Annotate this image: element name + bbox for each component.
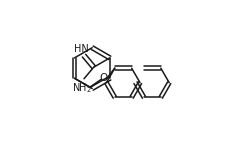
Text: NH$_2$: NH$_2$ — [72, 81, 92, 95]
Text: HN: HN — [74, 43, 89, 53]
Text: O: O — [99, 73, 108, 83]
